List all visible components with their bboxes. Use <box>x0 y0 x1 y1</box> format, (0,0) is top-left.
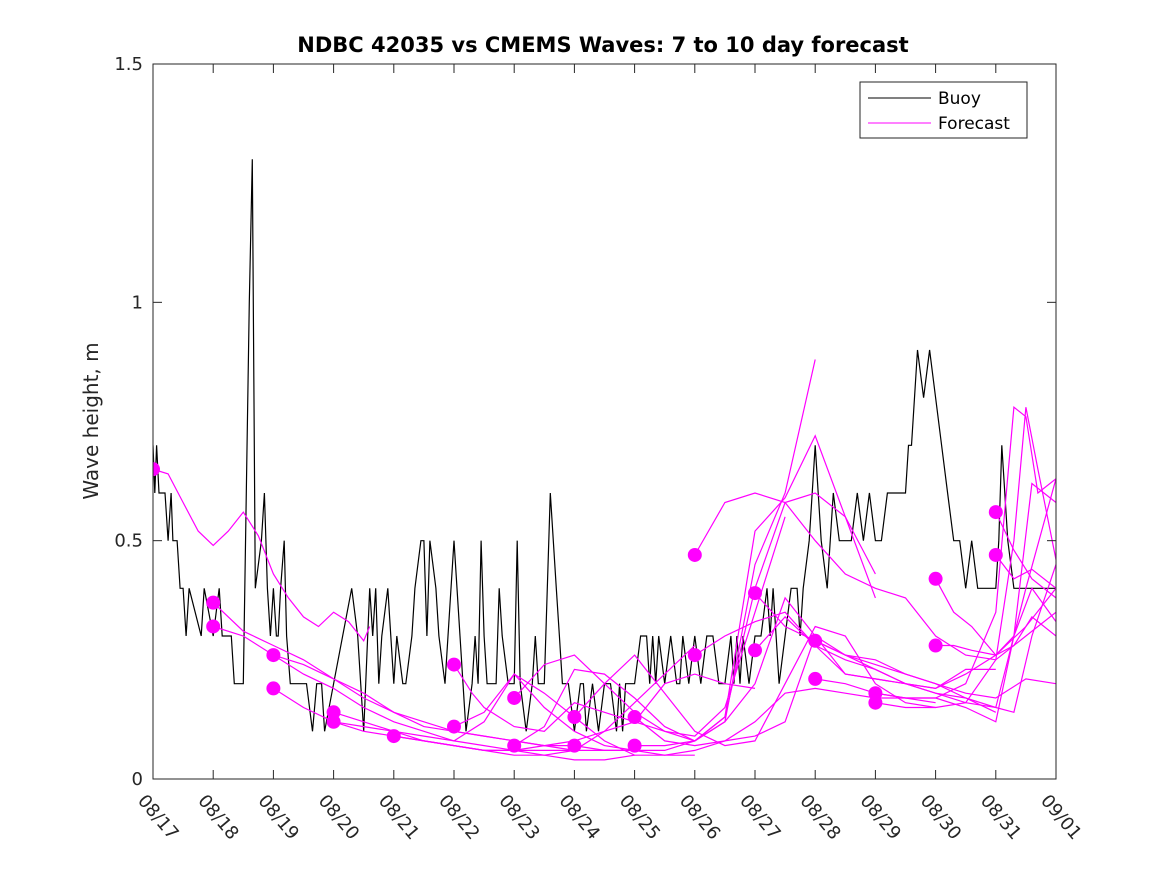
forecast-line <box>935 616 1056 656</box>
forecast-line <box>754 478 1056 709</box>
forecast-start-marker <box>687 648 702 663</box>
buoy-series <box>153 159 1056 732</box>
forecast-line <box>995 554 1056 589</box>
forecast-start-marker <box>988 505 1003 520</box>
forecast-start-marker <box>153 462 160 477</box>
forecast-start-marker <box>386 729 401 744</box>
plot-frame <box>152 63 1057 780</box>
forecast-start-marker <box>447 719 461 734</box>
forecast-start-marker <box>808 633 823 648</box>
forecast-start-marker <box>627 738 642 753</box>
forecast-line <box>153 468 371 642</box>
legend-box <box>859 81 1028 139</box>
y-tick-label: 1 <box>132 292 143 313</box>
forecast-start-marker <box>206 595 221 610</box>
forecast-start-marker <box>687 547 702 562</box>
forecast-line <box>453 516 786 737</box>
forecast-start-marker <box>808 671 823 686</box>
forecast-start-marker <box>447 657 461 672</box>
forecast-start-marker <box>988 547 1003 562</box>
forecast-start-marker <box>507 738 522 753</box>
buoy-line <box>153 159 1056 732</box>
forecast-start-marker <box>748 586 762 601</box>
forecast-start-marker <box>567 710 582 725</box>
forecast-start-marker <box>266 648 281 663</box>
forecast-start-marker <box>206 619 221 634</box>
forecast-start-marker <box>326 714 341 729</box>
forecast-line <box>573 625 936 747</box>
forecast-start-marker <box>928 638 943 653</box>
forecast-start-marker <box>748 643 762 658</box>
y-axis-label: Wave height, m <box>79 342 103 499</box>
forecast-line <box>815 482 1056 723</box>
y-tick-label: 1.5 <box>114 54 143 75</box>
legend: Buoy Forecast <box>859 81 1028 139</box>
forecast-series-group <box>153 359 1056 761</box>
y-axis: 0 0.5 1 1.5 <box>114 54 1056 790</box>
forecast-start-marker <box>567 738 582 753</box>
legend-buoy-label: Buoy <box>938 89 981 109</box>
y-tick-label: 0.5 <box>114 531 143 552</box>
forecast-start-marker <box>868 695 883 710</box>
y-tick-label: 0 <box>132 769 143 790</box>
forecast-line <box>995 511 1056 599</box>
forecast-line <box>875 406 1056 699</box>
forecast-start-marker <box>507 690 522 705</box>
chart-title: NDBC 42035 vs CMEMS Waves: 7 to 10 day f… <box>297 33 908 57</box>
legend-forecast-label: Forecast <box>938 114 1010 134</box>
forecast-line <box>875 407 1056 709</box>
forecast-start-marker <box>928 571 943 586</box>
forecast-start-marker <box>627 710 642 725</box>
forecast-start-marker <box>266 681 281 696</box>
